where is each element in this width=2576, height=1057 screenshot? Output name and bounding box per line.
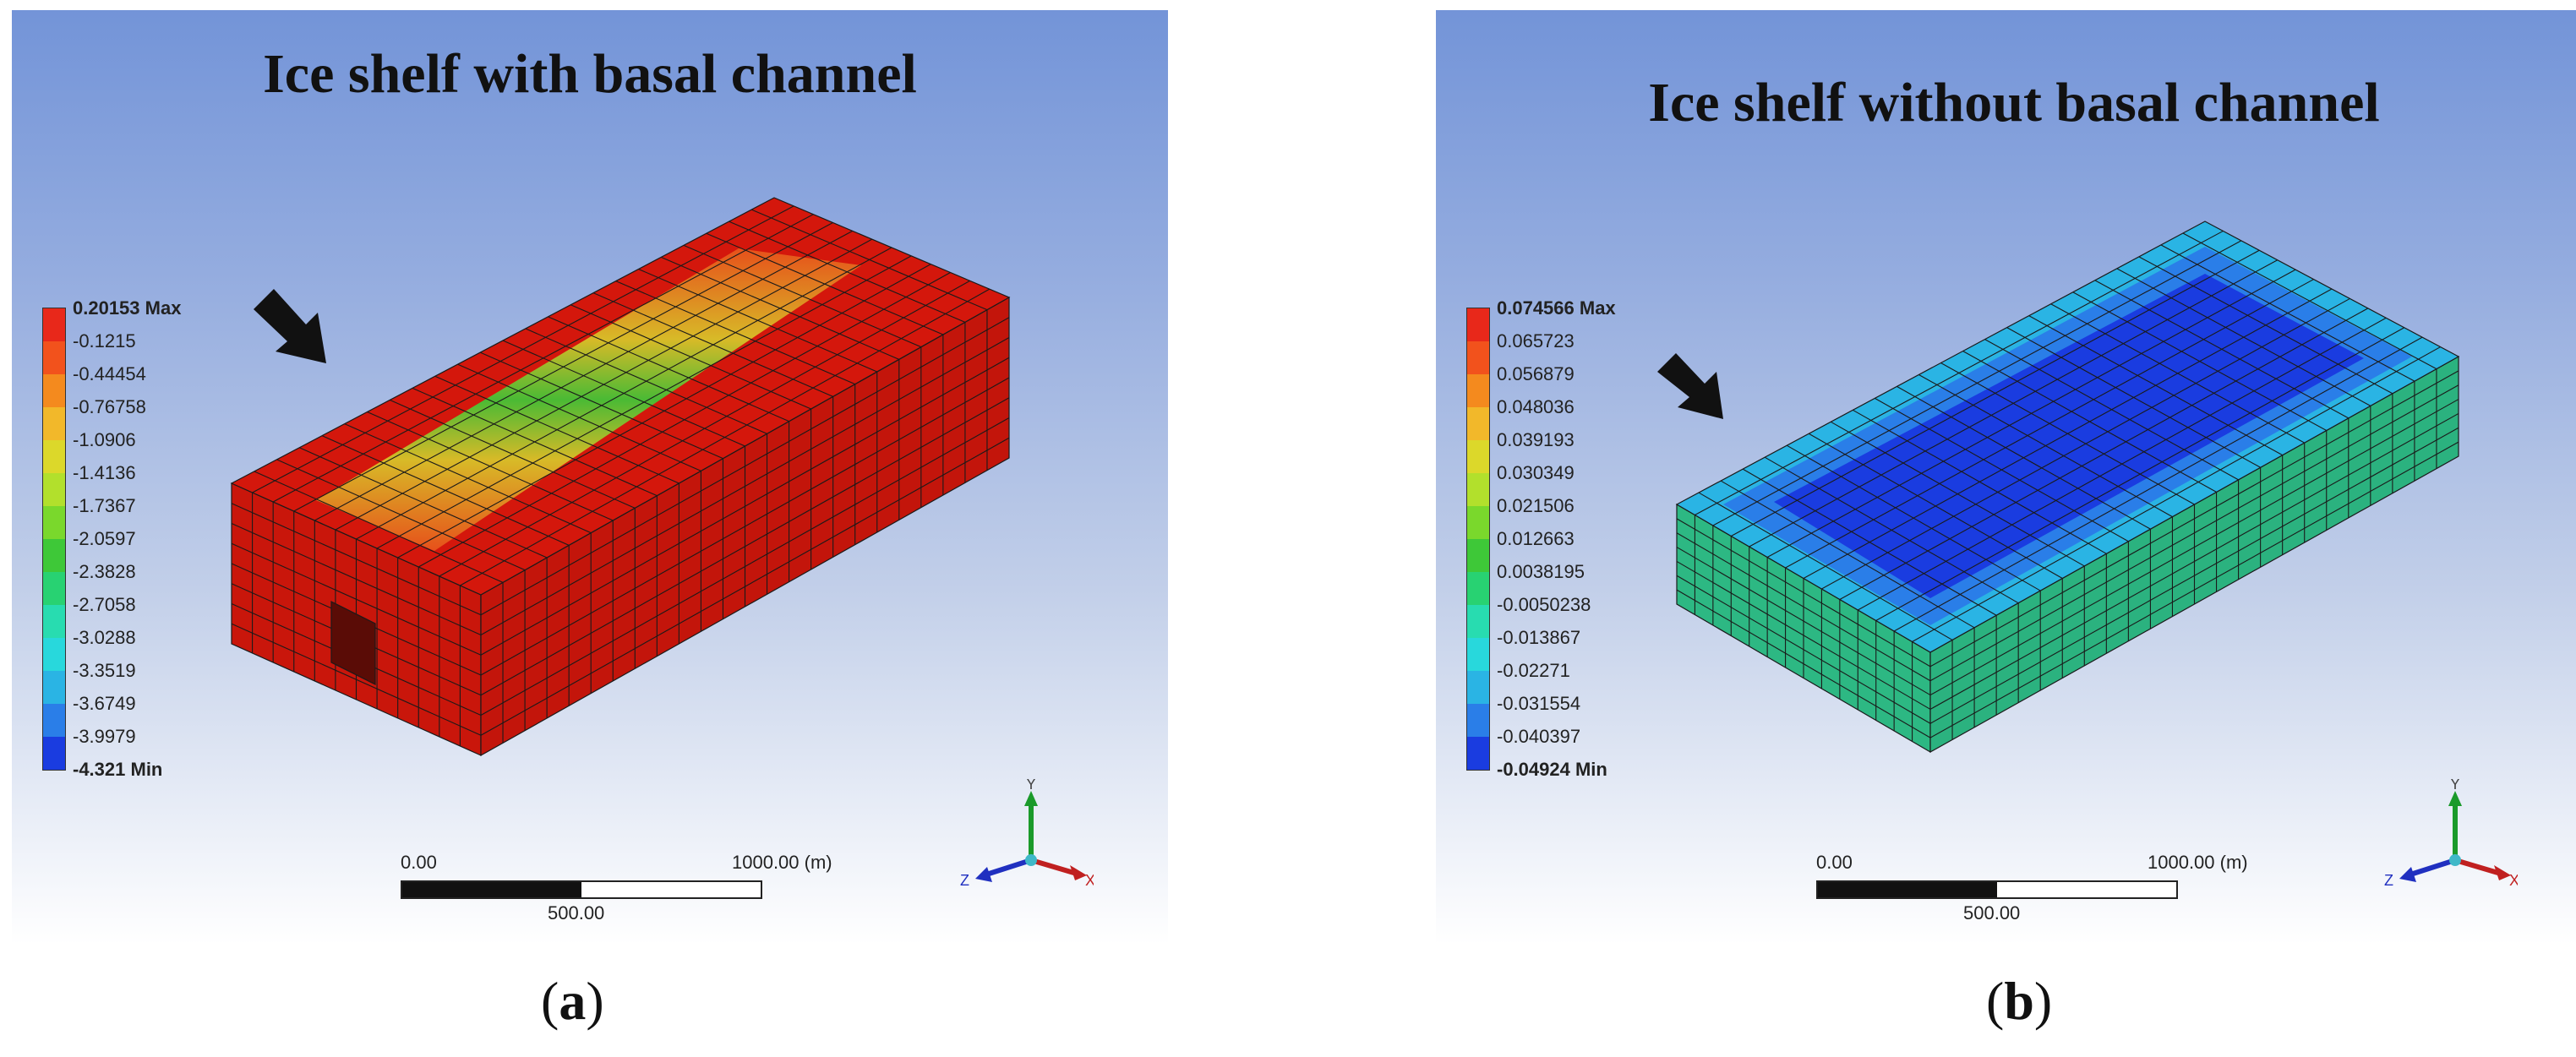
legend-label: -0.031554 — [1497, 693, 1581, 714]
legend-label: -0.04924 Min — [1497, 759, 1607, 780]
legend-label: 0.0038195 — [1497, 561, 1585, 582]
scale-end-label: 1000.00 (m) — [2148, 852, 2248, 873]
legend-swatch — [1467, 473, 1489, 506]
axis-y-label: Y — [1026, 779, 1036, 793]
arrow-icon — [254, 289, 326, 363]
panel-title: Ice shelf without basal channel — [1648, 72, 2380, 133]
axis-x-label: X — [2509, 872, 2518, 889]
legend-label: -4.321 Min — [73, 759, 163, 780]
legend-swatch — [43, 572, 65, 605]
legend-label: 0.065723 — [1497, 330, 1575, 351]
scale-mid-label: 500.00 — [1963, 902, 2021, 924]
legend-swatch — [1467, 638, 1489, 671]
legend-swatch — [1467, 737, 1489, 770]
legend-label: 0.056879 — [1497, 363, 1575, 384]
legend-label: -3.6749 — [73, 693, 136, 714]
legend-label: 0.012663 — [1497, 528, 1575, 549]
arrow-icon — [1657, 353, 1723, 419]
legend-color-bar — [42, 308, 66, 771]
legend-swatch — [1467, 374, 1489, 407]
left-face-grid — [1676, 515, 1931, 742]
axis-triad-icon: Y X Z — [2384, 779, 2518, 889]
legend-swatch — [1467, 440, 1489, 473]
legend-label: -3.0288 — [73, 627, 136, 648]
legend-swatch — [43, 704, 65, 737]
right-face-grid — [480, 309, 1010, 744]
panel-title: Ice shelf with basal channel — [263, 43, 917, 105]
legend-swatch — [43, 374, 65, 407]
panel-with-channel: Ice shelf with basal channel 0.20153 Max… — [12, 10, 1168, 945]
channel-notch — [330, 601, 376, 685]
legend-swatch — [43, 671, 65, 704]
left-face-grid — [231, 493, 482, 746]
legend-label: -2.3828 — [73, 561, 136, 582]
caption-b: (b) — [1986, 971, 2053, 1031]
legend-label: -2.0597 — [73, 528, 136, 549]
legend-swatch — [1467, 605, 1489, 638]
legend-swatch — [43, 440, 65, 473]
legend-swatch — [1467, 308, 1489, 341]
legend-label: -3.3519 — [73, 660, 136, 681]
scale-track — [401, 880, 762, 899]
legend-swatch — [1467, 671, 1489, 704]
axis-z-label: Z — [960, 872, 969, 889]
axis-triad-icon: Y X Z — [960, 779, 1094, 889]
mesh-model-with-channel — [230, 197, 1011, 757]
legend-label: -2.7058 — [73, 594, 136, 615]
legend-label: -1.7367 — [73, 495, 136, 516]
scale-mid-label: 500.00 — [548, 902, 605, 924]
legend-swatch — [43, 506, 65, 539]
legend-swatch — [1467, 407, 1489, 440]
axis-y-label: Y — [2450, 779, 2460, 793]
scale-start-label: 0.00 — [1816, 852, 1853, 873]
legend-label: 0.20153 Max — [73, 297, 182, 319]
legend-label: -0.76758 — [73, 396, 146, 417]
mesh-model-without-channel — [1657, 221, 2460, 754]
legend-label: -0.0050238 — [1497, 594, 1591, 615]
legend-label: 0.074566 Max — [1497, 297, 1616, 319]
legend-swatch — [1467, 572, 1489, 605]
scale-end-label: 1000.00 (m) — [732, 852, 832, 873]
scale-track — [1816, 880, 2178, 899]
legend-swatch — [43, 341, 65, 374]
legend-swatch — [43, 605, 65, 638]
legend-label: 0.021506 — [1497, 495, 1575, 516]
right-face-grid — [1929, 368, 2459, 740]
axis-z-label: Z — [2384, 872, 2393, 889]
legend-label: -0.1215 — [73, 330, 136, 351]
legend-color-bar — [1466, 308, 1490, 771]
legend-label: -0.013867 — [1497, 627, 1581, 648]
caption-a: (a) — [541, 971, 604, 1031]
legend-label: 0.048036 — [1497, 396, 1575, 417]
legend-swatch — [1467, 539, 1489, 572]
legend-label: -1.4136 — [73, 462, 136, 483]
legend-swatch — [1467, 704, 1489, 737]
top-face-grid — [1695, 230, 2441, 642]
legend-label: 0.039193 — [1497, 429, 1575, 450]
legend-label: -0.040397 — [1497, 726, 1581, 747]
top-ring-inner — [1774, 274, 2364, 598]
legend-label: -1.0906 — [73, 429, 136, 450]
legend-label: -0.44454 — [73, 363, 146, 384]
panel-without-channel: Ice shelf without basal channel 0.074566… — [1436, 10, 2576, 945]
legend-swatch — [43, 539, 65, 572]
legend-swatch — [1467, 341, 1489, 374]
legend-swatch — [43, 638, 65, 671]
legend-swatch — [43, 473, 65, 506]
legend-label: 0.030349 — [1497, 462, 1575, 483]
legend-swatch — [43, 308, 65, 341]
legend-swatch — [43, 407, 65, 440]
legend-swatch — [1467, 506, 1489, 539]
legend-swatch — [43, 737, 65, 770]
scale-start-label: 0.00 — [401, 852, 437, 873]
axis-x-label: X — [1085, 872, 1094, 889]
top-face-grid — [252, 205, 991, 586]
legend-label: -3.9979 — [73, 726, 136, 747]
legend-label: -0.02271 — [1497, 660, 1570, 681]
